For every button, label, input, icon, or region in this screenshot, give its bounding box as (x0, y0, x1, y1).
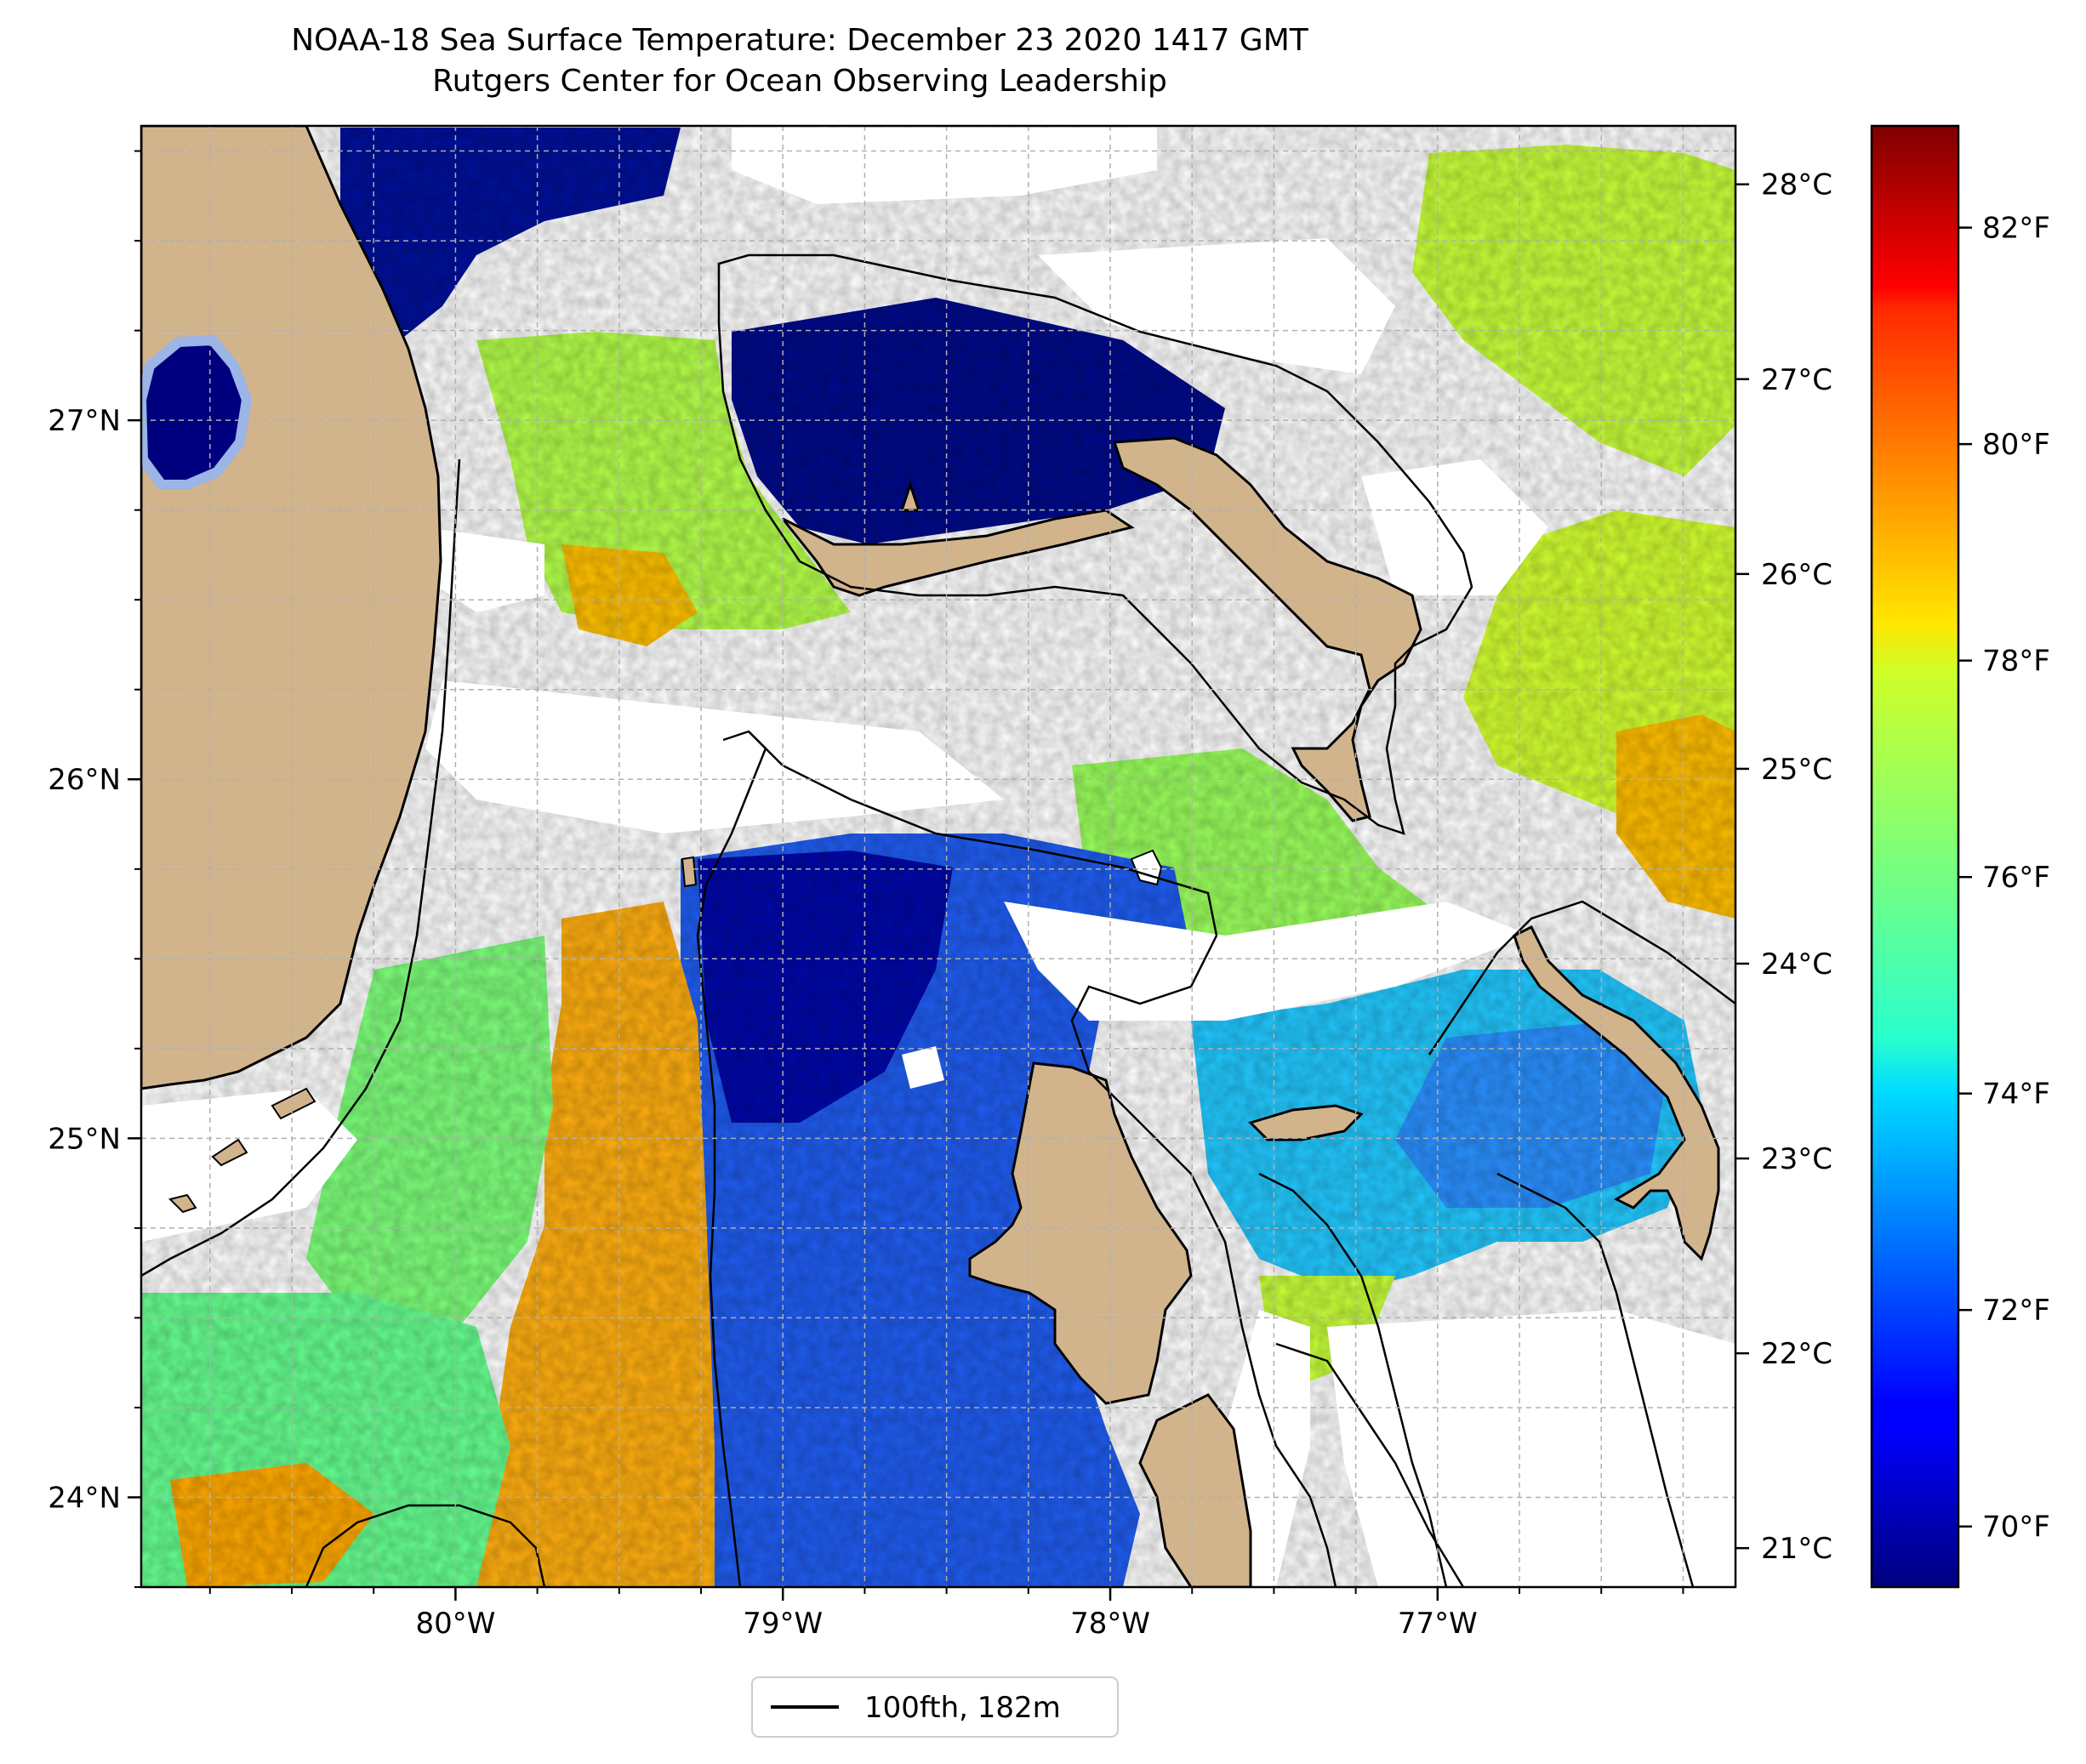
map-panel (141, 126, 1735, 1587)
land-new-providence (1248, 1104, 1364, 1141)
cloud-gap-10 (732, 128, 1157, 204)
isobath-little-bahama-bank (717, 253, 1473, 835)
legend-box (751, 1676, 1119, 1738)
fahrenheit-tick-label: 74°F (1982, 1078, 2050, 1112)
colorbar: 70°F 72°F 74°F 76°F 78°F 80°F 82°F (1870, 124, 2050, 1589)
fahrenheit-tick-label: 70°F (1982, 1511, 2050, 1545)
celsius-tick-label: 21°C (1761, 1532, 1832, 1566)
cloud-gap-8 (1361, 459, 1548, 595)
lon-tick-label: 80°W (415, 1607, 495, 1641)
lat-tick-label: 26°N (48, 763, 121, 797)
cloud-gap-9 (1038, 238, 1395, 374)
land-andros-south (1138, 1393, 1252, 1587)
colorbar-ramp (1870, 124, 1960, 1589)
isobath-south-east (1496, 1172, 1695, 1587)
fahrenheit-tick-label: 76°F (1982, 861, 2050, 895)
celsius-tick-label: 24°C (1761, 947, 1832, 982)
celsius-tick-label: 23°C (1761, 1142, 1832, 1176)
cloud-gap-4 (902, 1046, 944, 1089)
isobath-100fth (141, 253, 1735, 1587)
cloud-gap-2 (425, 680, 1004, 834)
celsius-tick-label: 25°C (1761, 753, 1832, 787)
lat-tick-label: 24°N (48, 1481, 121, 1515)
lake-okeechobee (141, 334, 253, 490)
map-title: NOAA-18 Sea Surface Temperature: Decembe… (291, 23, 1308, 58)
legend-label: 100fth, 182m (864, 1691, 1061, 1725)
celsius-tick-label: 26°C (1761, 558, 1832, 592)
sst-field (141, 126, 1735, 1587)
legend: 100fth, 182m (751, 1676, 1119, 1738)
fahrenheit-tick-label: 82°F (1982, 212, 2050, 246)
isobath-tongue-of-ocean (748, 731, 1337, 1587)
celsius-tick-label: 22°C (1761, 1337, 1832, 1371)
celsius-axis: 21°C 22°C 23°C 24°C 25°C 26°C 27°C 28°C (1735, 168, 1832, 1566)
isobath-great-bahama-bank (696, 730, 767, 1587)
fahrenheit-tick-label: 78°F (1982, 645, 2050, 679)
cloud-gap-7 (1327, 1310, 1735, 1587)
land-keys (168, 1087, 316, 1214)
gridlines (141, 126, 1735, 1587)
lon-tick-label: 77°W (1398, 1607, 1478, 1641)
isobath-florida-shelf (141, 458, 461, 1277)
isobath-cay-sal (305, 1504, 546, 1587)
lat-tick-label: 27°N (48, 404, 121, 438)
celsius-tick-label: 28°C (1761, 168, 1832, 202)
longitude-axis: 80°W 79°W 78°W 77°W (208, 1587, 1684, 1641)
map-subtitle: Rutgers Center for Ocean Observing Leade… (432, 64, 1167, 99)
lon-tick-label: 78°W (1070, 1607, 1150, 1641)
map-frame (140, 124, 1737, 1589)
fahrenheit-tick-label: 80°F (1982, 428, 2050, 462)
isobath-eleuthera (1428, 900, 1735, 1056)
isobath-south-mid (1275, 1342, 1465, 1587)
land-abaco (1112, 436, 1422, 822)
lat-tick-label: 25°N (48, 1122, 121, 1156)
cloud-gap-3 (1004, 902, 1531, 1021)
lon-tick-label: 79°W (743, 1607, 823, 1641)
latitude-axis: 24°N 25°N 26°N 27°N (48, 150, 141, 1588)
land-bimini (681, 856, 698, 888)
fahrenheit-axis: 70°F 72°F 74°F 76°F 78°F 80°F 82°F (1958, 212, 2050, 1545)
cloud-gap-5 (141, 1089, 357, 1242)
fahrenheit-tick-label: 72°F (1982, 1294, 2050, 1328)
land-eleuthera (1513, 925, 1720, 1261)
celsius-tick-label: 27°C (1761, 363, 1832, 397)
